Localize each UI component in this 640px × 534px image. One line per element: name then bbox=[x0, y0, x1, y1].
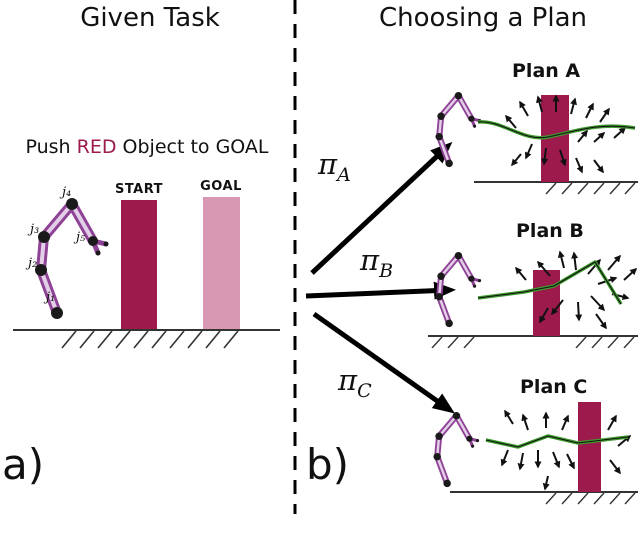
plan-c-label: Plan C bbox=[520, 376, 588, 398]
plan-b-scene bbox=[428, 236, 638, 348]
robot-arm bbox=[434, 412, 480, 487]
object-bar bbox=[578, 402, 601, 492]
choosing-plan-title: Choosing a Plan bbox=[379, 3, 587, 33]
instruction-highlight: RED bbox=[76, 136, 117, 158]
joint-label-j1: j₁ bbox=[46, 290, 56, 305]
joint-label-j2: j₂ bbox=[28, 256, 38, 271]
policy-label-c: πC bbox=[338, 366, 372, 401]
plan-b-label: Plan B bbox=[516, 220, 584, 242]
policy-arrows bbox=[305, 141, 456, 414]
robot-arm bbox=[436, 252, 482, 327]
goal-bar bbox=[203, 197, 240, 330]
start-label: START bbox=[114, 182, 164, 197]
plan-a-scene bbox=[428, 82, 638, 195]
robot-arm bbox=[436, 92, 482, 167]
policy-arrow-c bbox=[312, 311, 455, 414]
policy-arrow-b bbox=[305, 281, 456, 300]
motion-arrows bbox=[500, 409, 632, 491]
task-scene bbox=[13, 197, 280, 349]
joint-label-j5: j₅ bbox=[76, 230, 86, 245]
trajectory-core bbox=[477, 121, 636, 139]
given-task-title: Given Task bbox=[80, 3, 220, 33]
ground-hatching bbox=[431, 336, 635, 348]
policy-label-b: πB bbox=[360, 246, 393, 281]
trajectory-core bbox=[485, 435, 629, 448]
plan-a-label: Plan A bbox=[512, 60, 581, 82]
start-object-bar bbox=[121, 200, 157, 330]
trajectory-core bbox=[477, 261, 622, 305]
panel-letter-b: b) bbox=[306, 440, 350, 489]
ground-hatching bbox=[545, 182, 636, 195]
pi-symbol-c: π bbox=[338, 363, 358, 397]
pi-subscript-c: C bbox=[357, 379, 372, 402]
pi-symbol-b: π bbox=[360, 243, 380, 277]
robot-arm bbox=[35, 198, 109, 319]
panel-letter-a: a) bbox=[2, 440, 45, 489]
goal-label: GOAL bbox=[200, 179, 242, 194]
section-divider bbox=[293, 0, 297, 514]
pi-symbol-a: π bbox=[318, 147, 338, 181]
task-instruction: Push RED Object to GOAL bbox=[2, 136, 292, 158]
policy-arrow-a bbox=[310, 141, 453, 275]
instruction-prefix: Push bbox=[25, 136, 71, 158]
object-bar bbox=[533, 270, 560, 336]
pi-subscript-b: B bbox=[379, 259, 394, 282]
joint-label-j3: j₃ bbox=[30, 222, 40, 237]
joint-label-j4: j₄ bbox=[62, 185, 72, 200]
motion-arrows bbox=[515, 250, 638, 330]
instruction-suffix: Object to GOAL bbox=[122, 136, 269, 158]
ground-hatching bbox=[61, 330, 239, 349]
plan-c-scene bbox=[428, 402, 638, 505]
policy-label-a: πA bbox=[318, 150, 351, 185]
ground-hatching bbox=[545, 492, 636, 505]
motion-arrows bbox=[505, 94, 627, 174]
pi-subscript-a: A bbox=[337, 163, 351, 186]
